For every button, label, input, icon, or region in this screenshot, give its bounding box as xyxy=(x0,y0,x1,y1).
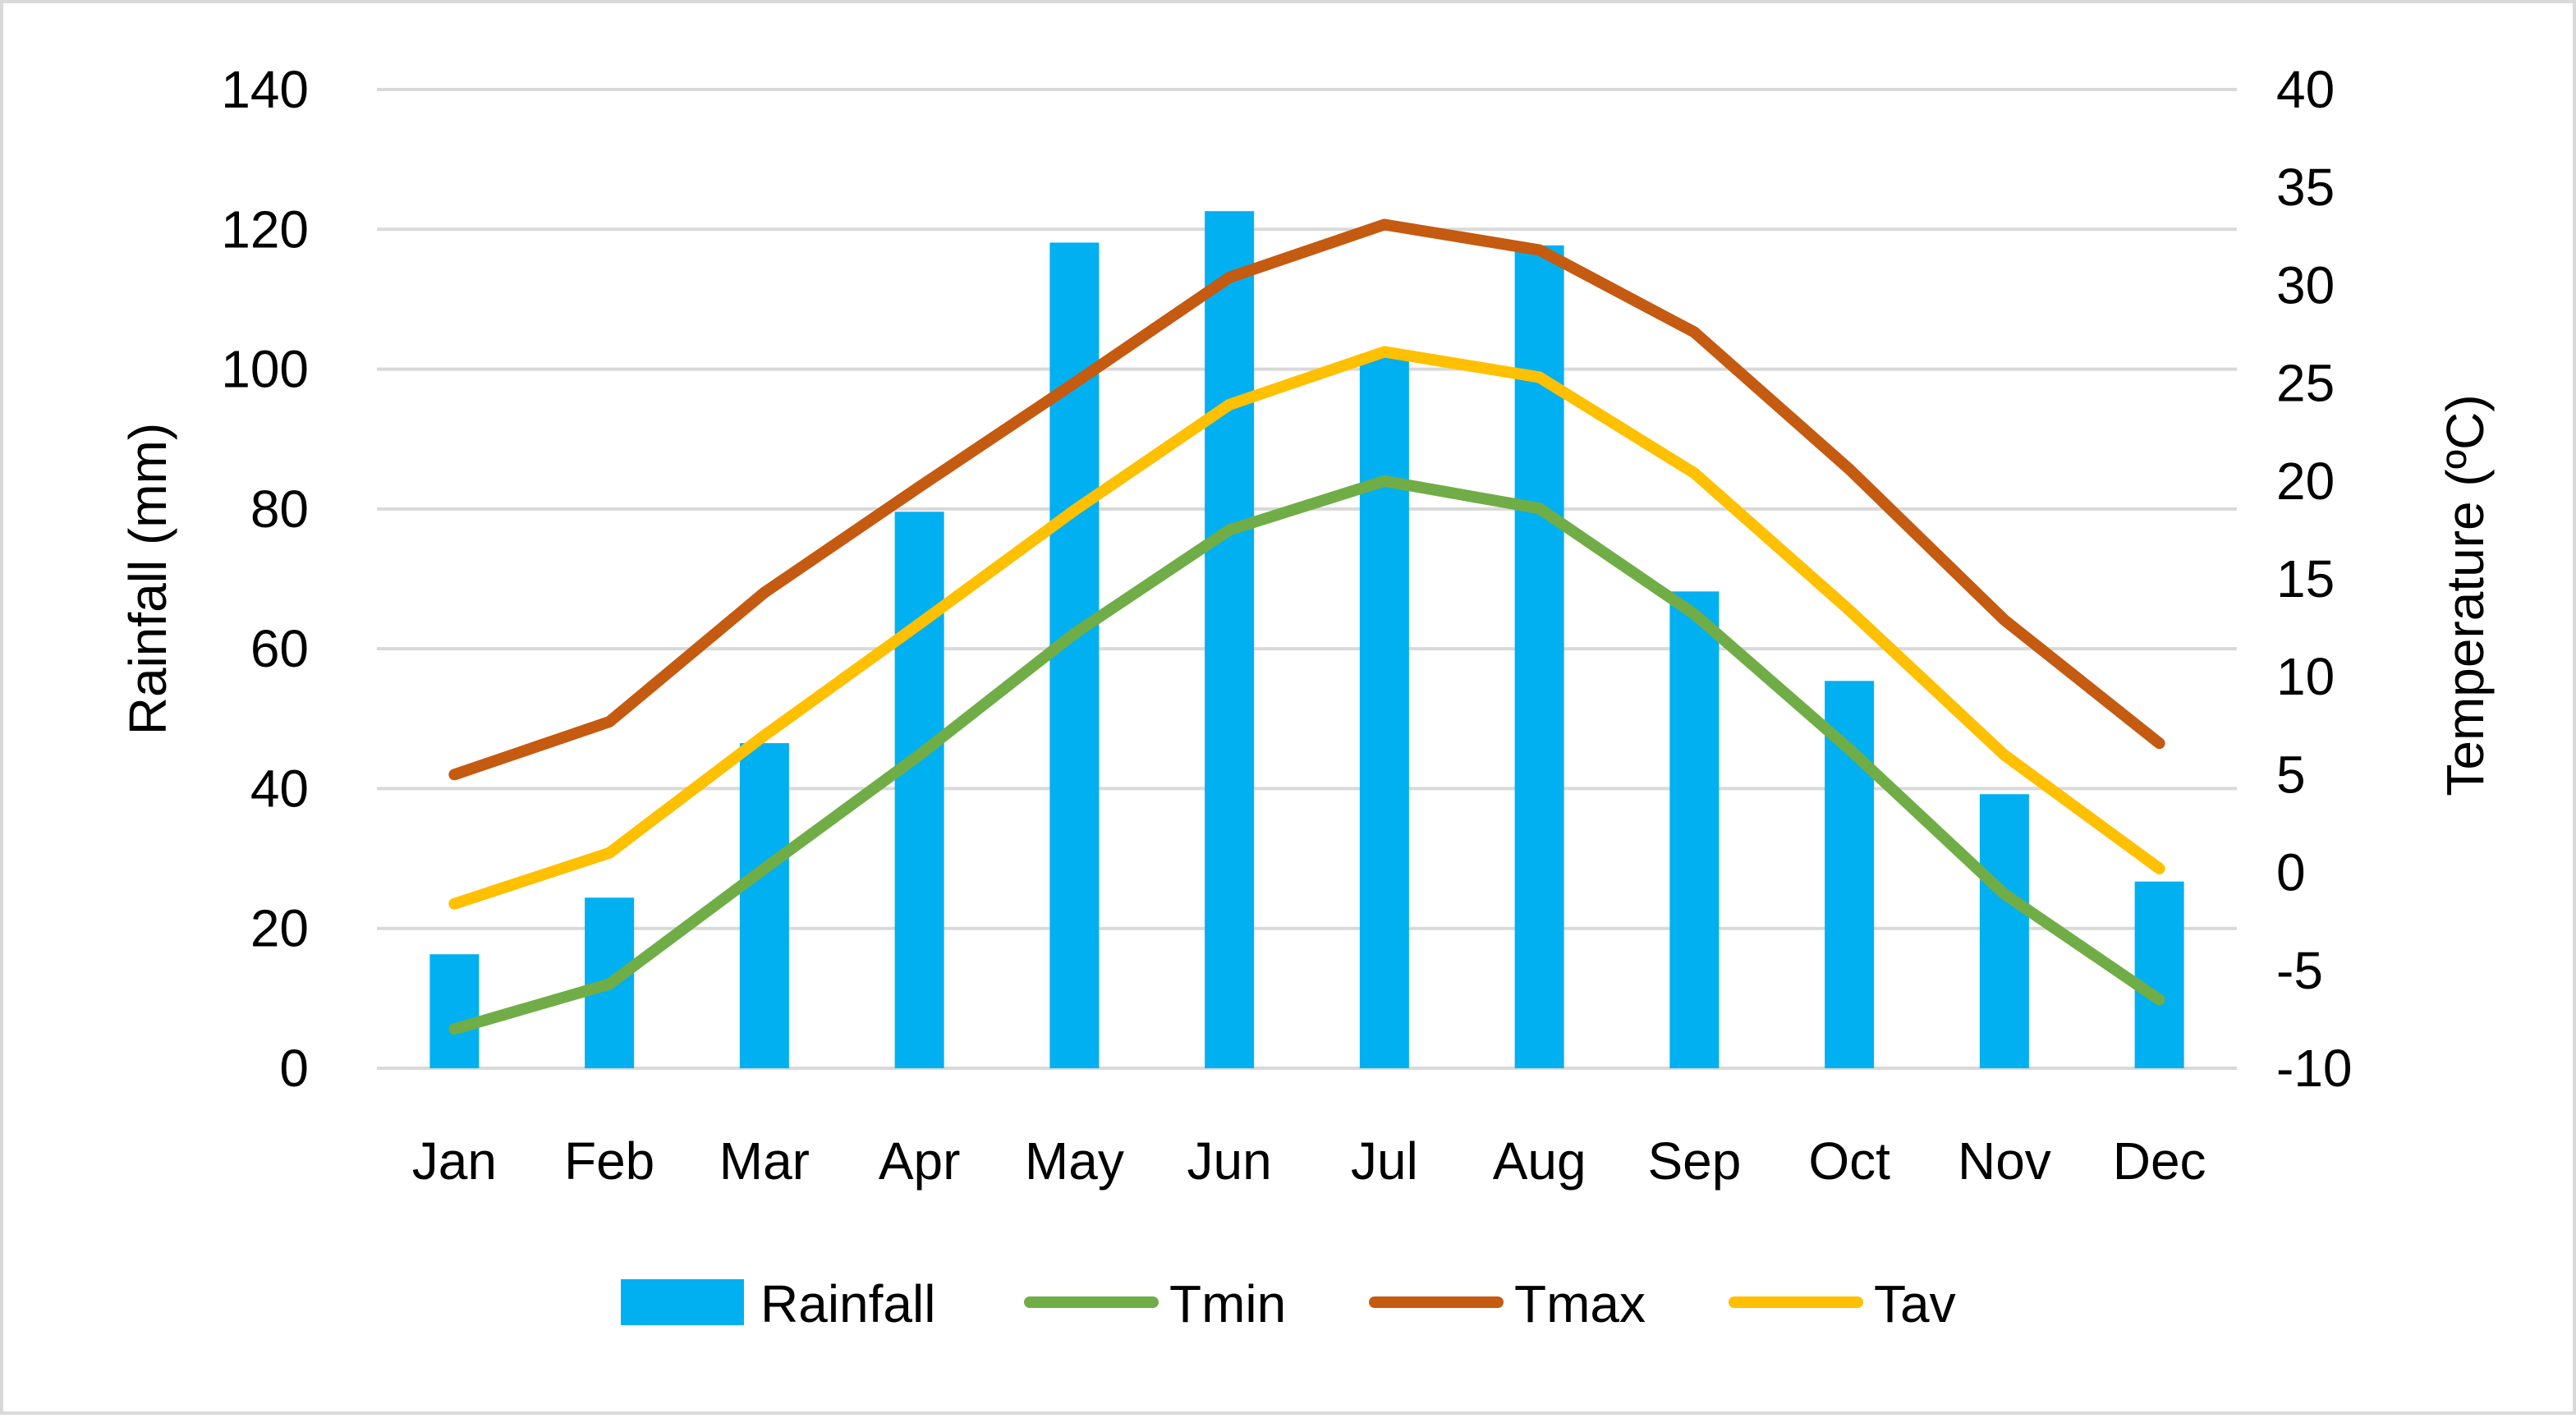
legend-label-rainfall: Rainfall xyxy=(760,1274,935,1333)
y2-tick-label: 40 xyxy=(2276,60,2335,119)
legend-label-tmin: Tmin xyxy=(1169,1274,1286,1333)
rainfall-bars xyxy=(429,211,2184,1069)
x-tick-label: Sep xyxy=(1647,1131,1741,1191)
y-tick-label: 80 xyxy=(250,480,309,539)
x-tick-label: Apr xyxy=(879,1131,961,1191)
x-tick-label: Jan xyxy=(412,1131,497,1191)
line-tmax xyxy=(448,218,2165,781)
y-tick-label: 140 xyxy=(221,60,309,119)
y-tick-label: 40 xyxy=(250,759,309,818)
y2-tick-label: 15 xyxy=(2276,549,2335,608)
x-tick-label: May xyxy=(1025,1131,1124,1191)
x-tick-label: Dec xyxy=(2113,1131,2206,1191)
bar-rainfall-jul xyxy=(1359,353,1409,1069)
y2-tick-label: -10 xyxy=(2276,1039,2353,1098)
bar-rainfall-mar xyxy=(739,743,789,1068)
legend-label-tmax: Tmax xyxy=(1514,1274,1646,1333)
y2-tick-label: 5 xyxy=(2276,745,2306,804)
bar-rainfall-dec xyxy=(2134,881,2184,1068)
x-tick-label: Aug xyxy=(1493,1131,1586,1191)
y-tick-label: 20 xyxy=(250,899,309,958)
y-tick-label: 0 xyxy=(279,1039,309,1098)
y2-tick-label: 0 xyxy=(2276,843,2306,902)
x-tick-label: Jun xyxy=(1187,1131,1272,1191)
x-tick-label: Jul xyxy=(1351,1131,1418,1191)
legend-swatch-rainfall xyxy=(621,1279,744,1325)
y2-tick-label: 35 xyxy=(2276,158,2335,217)
y-tick-label: 100 xyxy=(221,340,309,399)
x-tick-label: Feb xyxy=(564,1131,654,1191)
axes: 0 20 40 60 80 100 120 140 -10 -5 0 5 10 15 20 25 30 35 40 J… xyxy=(118,60,2495,1191)
x-tick-label: Oct xyxy=(1808,1131,1890,1191)
y2-axis-title: Temperature (ºC) xyxy=(2436,394,2495,796)
bar-rainfall-jan xyxy=(429,954,480,1068)
y2-tick-label: 25 xyxy=(2276,354,2335,413)
bar-rainfall-jun xyxy=(1205,211,1255,1068)
bar-rainfall-sep xyxy=(1669,591,1720,1068)
y-tick-label: 60 xyxy=(250,619,309,678)
temperature-lines xyxy=(448,218,2165,1035)
line-tav xyxy=(448,346,2165,910)
y2-tick-label: -5 xyxy=(2276,941,2323,1000)
y-axis-title: Rainfall (mm) xyxy=(118,423,177,735)
x-tick-label: Mar xyxy=(719,1131,810,1191)
y-tick-label: 120 xyxy=(221,200,309,259)
y2-tick-label: 30 xyxy=(2276,255,2335,314)
legend-label-tav: Tav xyxy=(1874,1274,1956,1333)
y2-tick-label: 20 xyxy=(2276,452,2335,511)
y2-tick-label: 10 xyxy=(2276,647,2335,706)
legend: Rainfall Tmin Tmax Tav xyxy=(621,1274,1956,1333)
combo-chart: 0 20 40 60 80 100 120 140 -10 -5 0 5 10 15 20 25 30 35 40 J… xyxy=(118,60,2495,1333)
bar-rainfall-apr xyxy=(894,512,944,1068)
bar-rainfall-nov xyxy=(1979,794,2029,1068)
line-tmin xyxy=(448,475,2165,1035)
x-tick-label: Nov xyxy=(1958,1131,2051,1191)
